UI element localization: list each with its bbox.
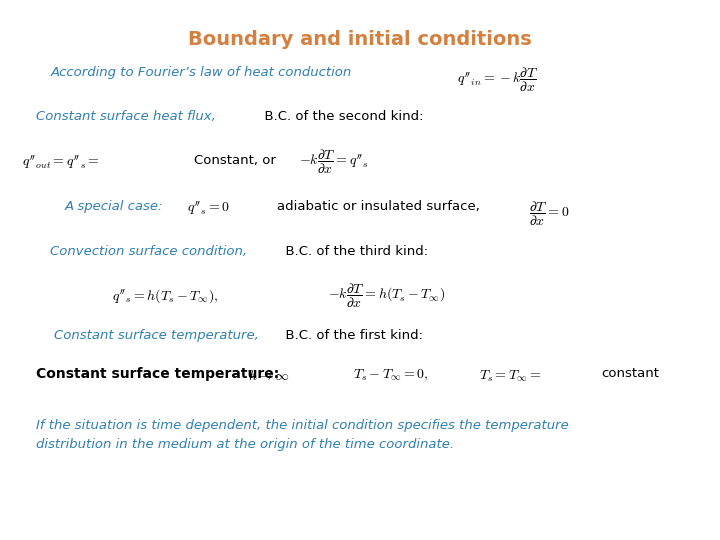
Text: constant: constant <box>601 367 660 380</box>
Text: $T_s - T_\infty = 0,$: $T_s - T_\infty = 0,$ <box>353 368 428 383</box>
Text: If the situation is time dependent, the initial condition specifies the temperat: If the situation is time dependent, the … <box>36 418 569 451</box>
Text: adiabatic or insulated surface,: adiabatic or insulated surface, <box>277 200 480 213</box>
Text: $q''_{in} = -k\dfrac{\partial T}{\partial x}$: $q''_{in} = -k\dfrac{\partial T}{\partia… <box>457 66 538 94</box>
Text: $h \rightarrow \infty$: $h \rightarrow \infty$ <box>248 369 290 383</box>
Text: $-k\dfrac{\partial T}{\partial x} = h(T_s - T_\infty)$: $-k\dfrac{\partial T}{\partial x} = h(T_… <box>328 282 445 310</box>
Text: $-k\dfrac{\partial T}{\partial x} = q''_s$: $-k\dfrac{\partial T}{\partial x} = q''_… <box>299 148 369 176</box>
Text: $q''_s = 0$: $q''_s = 0$ <box>187 199 230 218</box>
Text: $T_s = T_\infty =$: $T_s = T_\infty =$ <box>479 368 541 383</box>
Text: Constant surface heat flux,: Constant surface heat flux, <box>36 110 216 123</box>
Text: $\dfrac{\partial T}{\partial x} = 0$: $\dfrac{\partial T}{\partial x} = 0$ <box>529 200 570 228</box>
Text: $q''_s = h(T_s - T_\infty),$: $q''_s = h(T_s - T_\infty),$ <box>112 287 218 305</box>
Text: A special case:: A special case: <box>65 200 163 213</box>
Text: Boundary and initial conditions: Boundary and initial conditions <box>188 30 532 49</box>
Text: $q''_{out} = q''_s =$: $q''_{out} = q''_s =$ <box>22 153 99 171</box>
Text: Convection surface condition,: Convection surface condition, <box>50 245 248 258</box>
Text: Constant surface temperature:: Constant surface temperature: <box>36 367 279 381</box>
Text: Constant surface temperature,: Constant surface temperature, <box>54 329 259 342</box>
Text: B.C. of the second kind:: B.C. of the second kind: <box>256 110 423 123</box>
Text: Constant, or: Constant, or <box>194 154 276 167</box>
Text: B.C. of the first kind:: B.C. of the first kind: <box>277 329 423 342</box>
Text: According to Fourier’s law of heat conduction: According to Fourier’s law of heat condu… <box>50 66 351 79</box>
Text: B.C. of the third kind:: B.C. of the third kind: <box>277 245 428 258</box>
